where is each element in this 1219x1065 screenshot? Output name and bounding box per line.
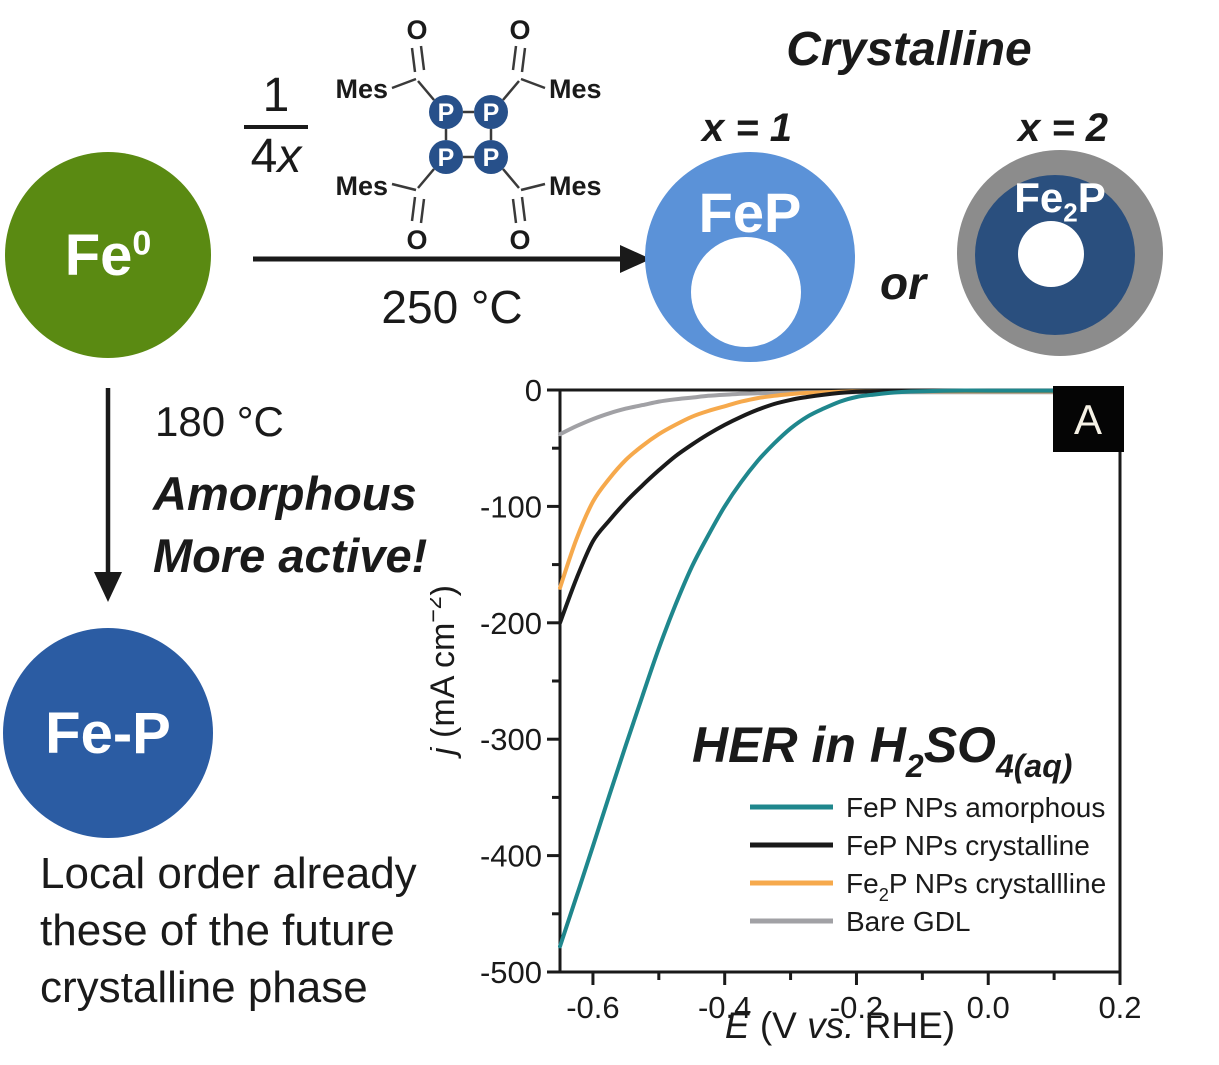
- y-tick-label: -100: [480, 489, 542, 524]
- her-chart: -0.6 -0.4 -0.2 0.0 0.20-100-200-300-400-500 …: [430, 373, 1142, 1046]
- p4-precursor-molecule: P P P P O O O O Mes Mes Mes Mes: [335, 15, 601, 255]
- y-tick-label: 0: [525, 373, 542, 408]
- chart-axes: -0.6 -0.4 -0.2 0.0 0.2 0 -100 -200 -300 -400 -500: [480, 373, 1142, 1025]
- y-axis-title: j (mA cm−2): [430, 585, 462, 759]
- fe-p-amorphous-particle: Fe-P: [3, 628, 213, 838]
- fe0-label: Fe0: [64, 222, 152, 288]
- x-tick-label: 0.2: [1098, 990, 1141, 1025]
- fe0-particle: Fe0: [5, 152, 211, 358]
- fe2p-label: Fe2P: [1014, 174, 1106, 228]
- y-tick-label: -300: [480, 722, 542, 757]
- reaction-temp-label: 250 °C: [381, 281, 523, 333]
- chart-title: HER in H2SO4(aq): [692, 717, 1072, 784]
- legend-label-bare-gdl: Bare GDL: [846, 906, 971, 937]
- arrowhead-icon: [620, 245, 651, 273]
- amorphous-temp-label: 180 °C: [155, 398, 284, 445]
- y-tick-label: -200: [480, 606, 542, 641]
- x-tick-label: -0.4: [698, 990, 751, 1025]
- y-tick-label: -500: [480, 955, 542, 990]
- fe2p-particle-void: [1018, 221, 1084, 287]
- chart-titles: HER in H2SO4(aq) E (V vs. RHE) j (mA cm−2): [430, 585, 1072, 1046]
- chart-curves: [558, 388, 1122, 949]
- x-axis-title: E (V vs. RHE): [725, 1005, 955, 1046]
- mesityl-label: Mes: [549, 74, 602, 104]
- panel-label-box: [1053, 386, 1124, 452]
- chart-panel-label: A: [1053, 386, 1124, 452]
- fep-particle-void: [691, 237, 801, 347]
- fep-hollow-particle: FeP: [645, 152, 855, 362]
- x-tick-label: -0.2: [830, 990, 883, 1025]
- plot-frame: [558, 388, 1122, 974]
- p-atom-label: P: [438, 99, 455, 127]
- mesityl-label: Mes: [549, 171, 602, 201]
- caption-line: Local order already: [40, 849, 417, 898]
- legend-label-fep-nps-amorphous: FeP NPs amorphous: [846, 792, 1105, 823]
- chart-legend: FeP NPs amorphous FeP NPs crystalline Fe2P…: [750, 792, 1106, 937]
- arrowhead-icon: [94, 572, 122, 602]
- caption-line: these of the future: [40, 906, 395, 955]
- fe2p-hollow-particle: Fe2P: [957, 150, 1163, 356]
- x1-label: x = 1: [701, 106, 793, 150]
- p-atom-label: P: [438, 144, 455, 172]
- caption-line: crystalline phase: [40, 963, 368, 1012]
- reaction-arrow-right: [253, 245, 651, 273]
- legend-label-fep-nps-crystalline: FeP NPs crystalline: [846, 830, 1090, 861]
- x-tick-label: -0.6: [566, 990, 619, 1025]
- molecule-atom-labels: O O O O Mes Mes Mes Mes: [335, 15, 601, 255]
- oxygen-label: O: [509, 225, 530, 255]
- x2-label: x = 2: [1017, 106, 1109, 150]
- molecule-bonds: [391, 45, 546, 224]
- oxygen-label: O: [509, 15, 530, 45]
- x-tick-label: 0.0: [967, 990, 1010, 1025]
- panel-label-text: A: [1074, 396, 1102, 443]
- p-atoms: P P P P: [429, 95, 508, 174]
- fe-p-label: Fe-P: [45, 700, 171, 766]
- mesityl-label: Mes: [335, 74, 388, 104]
- oxygen-label: O: [406, 15, 427, 45]
- fraction-denominator: 4x: [250, 129, 302, 183]
- reaction-arrow-down: [94, 388, 122, 602]
- p-atom-label: P: [483, 99, 500, 127]
- fraction-numerator: 1: [244, 69, 308, 129]
- caption-text: Local order already these of the future …: [40, 845, 417, 1016]
- amorphous-label: Amorphous: [153, 467, 417, 520]
- curve-fep-nps-amorphous: [558, 388, 1122, 949]
- more-active-label: More active!: [153, 529, 428, 582]
- mesityl-label: Mes: [335, 171, 388, 201]
- or-label: or: [880, 257, 926, 309]
- oxygen-label: O: [406, 225, 427, 255]
- stoichiometry-fraction: 1 4x: [244, 69, 308, 184]
- p-atom-label: P: [483, 144, 500, 172]
- crystalline-heading: Crystalline: [786, 23, 1032, 76]
- y-tick-label: -400: [480, 839, 542, 874]
- fep-label: FeP: [698, 181, 802, 244]
- legend-label-fe2p-nps-crystallline: Fe2P NPs crystallline: [846, 868, 1106, 905]
